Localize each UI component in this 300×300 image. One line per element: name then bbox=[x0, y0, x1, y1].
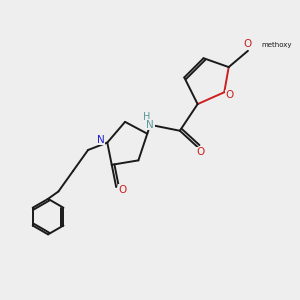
Text: O: O bbox=[244, 39, 252, 49]
Text: H: H bbox=[143, 112, 150, 122]
Text: methoxy: methoxy bbox=[262, 42, 292, 48]
Text: O: O bbox=[226, 90, 234, 100]
Text: N: N bbox=[97, 135, 105, 145]
Text: O: O bbox=[196, 147, 205, 158]
Text: O: O bbox=[118, 185, 127, 195]
Text: N: N bbox=[146, 120, 154, 130]
